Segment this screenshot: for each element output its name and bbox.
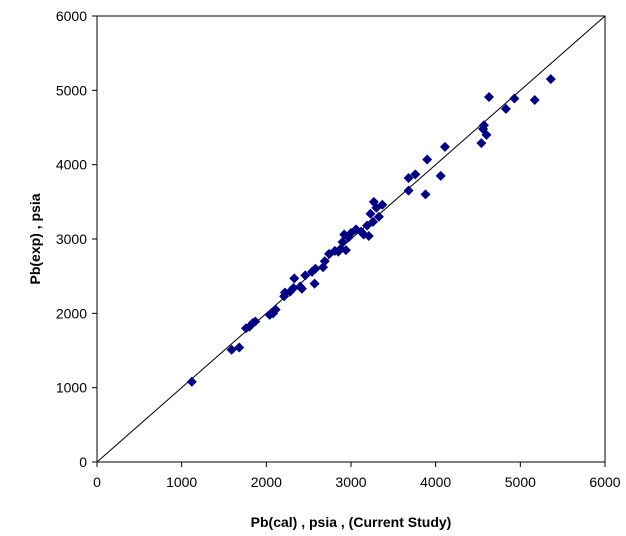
x-tick-label: 2000 (251, 474, 282, 490)
data-point (363, 231, 374, 242)
data-point (529, 94, 540, 105)
data-point (368, 216, 379, 227)
data-point (340, 245, 351, 256)
y-tick-label: 0 (79, 454, 87, 470)
x-tick-label: 4000 (420, 474, 451, 490)
x-tick-label: 0 (93, 474, 101, 490)
data-point (288, 283, 299, 294)
data-point (439, 141, 450, 152)
data-point (296, 283, 307, 294)
data-point (310, 263, 321, 274)
data-point (422, 154, 433, 165)
data-point (545, 74, 556, 85)
y-tick-label: 2000 (56, 305, 87, 321)
data-point (509, 93, 520, 104)
data-point (309, 278, 320, 289)
x-tick-label: 5000 (505, 474, 536, 490)
y-tick-label: 5000 (56, 82, 87, 98)
data-point (403, 173, 414, 184)
data-point (300, 270, 311, 281)
data-point (337, 236, 348, 247)
data-point (484, 92, 495, 103)
y-tick-label: 6000 (56, 8, 87, 24)
data-point (365, 208, 376, 219)
x-tick-label: 1000 (166, 474, 197, 490)
data-point (403, 185, 414, 196)
data-point (435, 170, 446, 181)
y-tick-label: 3000 (56, 231, 87, 247)
x-axis-title: Pb(cal) , psia , (Current Study) (251, 514, 452, 530)
y-tick-label: 4000 (56, 157, 87, 173)
data-point (373, 211, 384, 222)
data-point (481, 129, 492, 140)
data-point (478, 120, 489, 131)
data-point (270, 304, 281, 315)
data-point (476, 138, 487, 149)
data-point (289, 273, 300, 284)
data-point (319, 256, 330, 267)
data-point (226, 344, 237, 355)
x-tick-label: 3000 (335, 474, 366, 490)
data-point (250, 316, 261, 327)
data-point (377, 199, 388, 210)
y-axis-title: Pb(exp) , psia (27, 193, 43, 284)
data-point (420, 189, 431, 200)
data-point (500, 103, 511, 114)
data-point (234, 342, 245, 353)
y-tick-label: 1000 (56, 380, 87, 396)
data-points (186, 74, 556, 387)
axis-ticks: 0 1000 2000 3000 4000 5000 6000 0 1000 2000 3000 40… (56, 8, 621, 490)
x-tick-label: 6000 (589, 474, 620, 490)
data-point (410, 169, 421, 180)
data-point (186, 376, 197, 387)
